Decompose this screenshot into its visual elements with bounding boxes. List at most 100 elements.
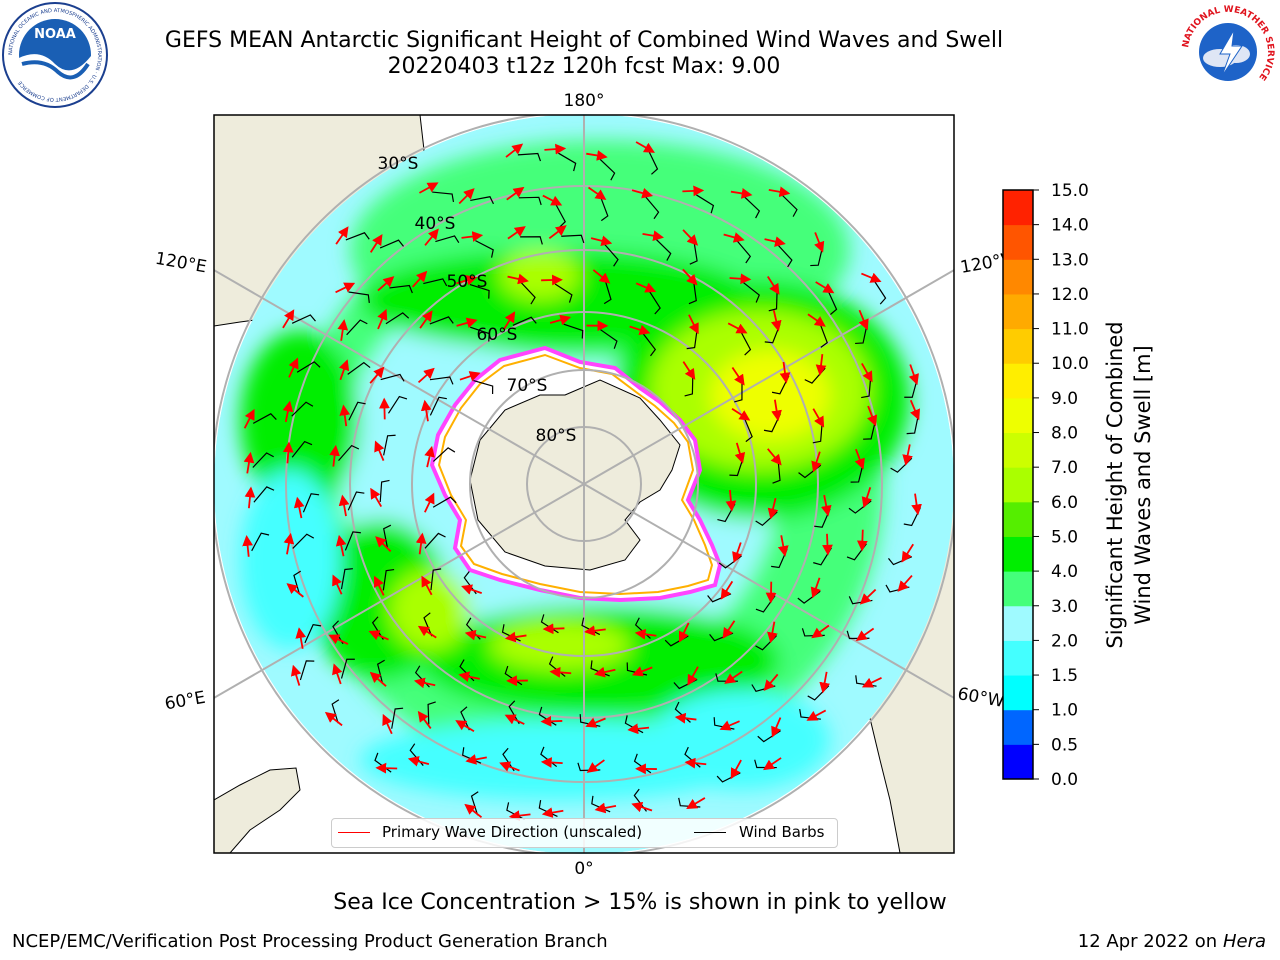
wave-arrow: [377, 308, 388, 330]
wave-arrow: [897, 574, 913, 592]
wave-arrow: [324, 711, 343, 727]
wind-barb: [427, 701, 436, 725]
wind-barb: [291, 314, 316, 324]
wave-arrow: [867, 405, 878, 427]
lon-label-120e: 120°E: [154, 249, 208, 278]
wave-arrow: [734, 442, 746, 464]
wave-arrow: [858, 309, 869, 331]
wave-arrow: [456, 275, 478, 286]
wind-barb: [696, 194, 715, 214]
wave-arrow: [815, 281, 835, 294]
wind-barb: [379, 479, 390, 502]
wave-arrow: [767, 497, 779, 520]
wave-arrow: [540, 757, 563, 768]
wave-arrow: [417, 625, 437, 639]
colorbar-swatch: [1003, 224, 1033, 260]
wave-arrow: [338, 359, 350, 381]
colorbar-tick-label: 1.5: [1051, 666, 1078, 686]
colorbar-swatch: [1003, 501, 1033, 537]
colorbar-swatch: [1003, 259, 1033, 295]
wind-barb: [291, 401, 314, 417]
wind-barb: [344, 531, 361, 551]
wind-barb: [346, 319, 368, 336]
wind-barb: [470, 326, 490, 342]
wave-arrow: [861, 362, 873, 383]
wave-arrow: [764, 236, 786, 247]
wave-arrow: [687, 666, 699, 686]
colorbar-tick-label: 3.0: [1051, 597, 1078, 617]
wind-barb: [383, 434, 396, 456]
wave-arrow: [586, 150, 608, 161]
wind-barb: [380, 373, 405, 382]
wave-arrow: [856, 529, 868, 552]
wave-arrow: [724, 670, 743, 684]
wave-arrow: [424, 228, 439, 246]
lat-label-70s: 70°S: [507, 376, 548, 396]
wave-arrow: [413, 677, 436, 689]
wave-arrow: [771, 399, 782, 422]
wave-arrow: [629, 324, 651, 336]
wave-direction-legend: Primary Wave Direction (unscaled): [382, 823, 643, 841]
wave-arrow: [421, 575, 433, 596]
wave-arrow: [419, 310, 433, 329]
wind-barb: [304, 623, 322, 644]
wave-arrow: [542, 623, 565, 635]
wind-barb: [518, 196, 542, 206]
wave-arrow: [902, 444, 913, 466]
wave-arrow: [541, 274, 563, 286]
sea-ice-note: Sea Ice Concentration > 15% is shown in …: [333, 890, 947, 915]
wave-arrow: [731, 407, 751, 421]
wave-arrow: [243, 408, 255, 429]
wave-arrow: [424, 492, 435, 513]
antarctica-land: [469, 379, 681, 571]
wind-barb-legend: Wind Barbs: [739, 823, 825, 841]
noaa-wordmark: NOAA: [34, 27, 76, 42]
wind-barb: [432, 191, 455, 203]
wind-barb: [512, 316, 537, 326]
wave-arrow: [506, 186, 525, 201]
wave-arrow: [909, 399, 920, 421]
wind-barb: [292, 533, 315, 549]
wave-arrow: [820, 494, 832, 517]
wave-arrow: [417, 367, 435, 384]
wind-barb: [299, 660, 315, 681]
wind-barb: [296, 361, 321, 373]
wave-arrow: [508, 810, 531, 821]
wave-arrow: [368, 630, 389, 641]
wave-arrow: [407, 756, 430, 767]
latitude-labels: 30°S 40°S 50°S 60°S 70°S 80°S: [378, 154, 577, 446]
wave-arrow: [682, 185, 705, 197]
wave-arrow: [461, 584, 482, 595]
map-legend: Primary Wave Direction (unscaled) Wind B…: [331, 818, 838, 848]
wave-direction-swatch: [338, 832, 370, 833]
wave-arrow: [725, 489, 737, 512]
wave-arrow: [332, 574, 343, 595]
colorbar-swatch: [1003, 605, 1033, 641]
wave-arrow: [507, 273, 529, 285]
wave-arrow: [631, 801, 653, 813]
wind-barb: [302, 493, 320, 513]
wind-barb: [520, 282, 536, 305]
wave-arrow: [585, 717, 606, 728]
wave-arrow: [542, 194, 563, 206]
colorbar-swatch: [1003, 640, 1033, 676]
chart-title: GEFS MEAN Antarctic Significant Height o…: [164, 28, 1004, 53]
wave-arrow: [777, 535, 789, 557]
lon-label-180: 180°: [564, 91, 605, 111]
wave-arrow: [722, 620, 736, 639]
wave-arrow: [424, 445, 435, 468]
wave-arrow: [461, 231, 484, 242]
wave-arrow: [674, 712, 697, 724]
colorbar-label-line1: Significant Height of Combined: [1103, 321, 1127, 648]
wave-arrow: [642, 230, 664, 242]
wave-arrow: [592, 269, 611, 284]
wind-barb: [340, 568, 353, 590]
colorbar-swatch: [1003, 709, 1033, 745]
wind-barb: [429, 316, 454, 325]
wave-arrow: [504, 631, 527, 643]
colorbar-tick-label: 14.0: [1051, 216, 1089, 236]
wind-barb: [734, 379, 743, 403]
wave-arrow: [584, 625, 606, 637]
wave-arrow: [854, 448, 865, 470]
wind-barb: [603, 280, 612, 305]
